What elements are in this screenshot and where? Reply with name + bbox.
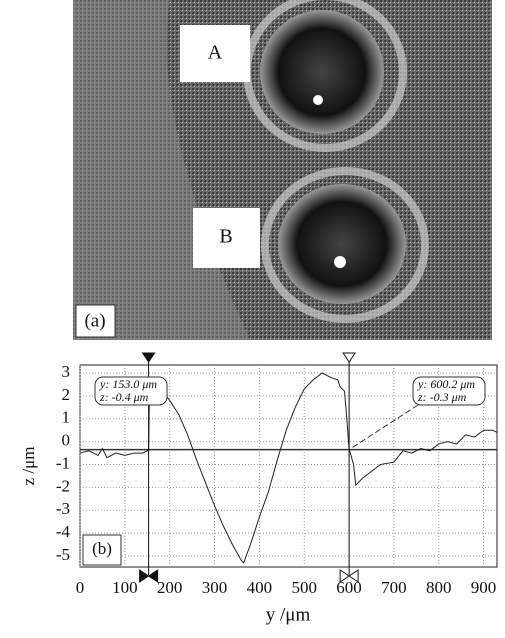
- y-tick-label: -5: [56, 545, 70, 564]
- x-tick-label: 800: [426, 578, 452, 597]
- cursor-marker: [342, 352, 357, 363]
- x-tick-label: 100: [112, 578, 138, 597]
- y-tick-label: 1: [62, 408, 71, 427]
- x-tick-label: 300: [202, 578, 228, 597]
- marker-label: B: [219, 226, 232, 248]
- y-axis-label: z /μm: [19, 447, 38, 486]
- x-tick-label: 400: [247, 578, 273, 597]
- cursor-marker: [339, 569, 359, 583]
- cursor-marker: [141, 352, 156, 363]
- annotation-box: [94, 376, 168, 406]
- annotation: y: 600.2 μm: [417, 377, 475, 391]
- panel-label: (b): [92, 539, 112, 558]
- x-tick-label: 600: [336, 578, 362, 597]
- x-tick-label: 200: [157, 578, 183, 597]
- marker-label: A: [208, 42, 223, 64]
- x-tick-label: 900: [471, 578, 497, 597]
- panel-label: (a): [84, 310, 105, 331]
- y-tick-label: -1: [56, 453, 70, 472]
- annotation: z: -0.4 μm: [99, 390, 149, 404]
- annotation-box: [412, 376, 486, 406]
- y-tick-label: -4: [56, 522, 71, 541]
- cursor-marker: [139, 569, 159, 583]
- leader: [348, 404, 419, 451]
- x-tick-label: 500: [291, 578, 317, 597]
- y-tick-label: -2: [56, 476, 70, 495]
- y-tick-label: 3: [62, 362, 71, 381]
- y-tick-label: -3: [56, 499, 70, 518]
- y-tick-label: 2: [62, 385, 71, 404]
- photo: A B (a): [73, 0, 492, 340]
- x-axis-label: y /μm: [266, 604, 311, 625]
- y-tick-label: 0: [62, 431, 71, 450]
- annotation: y: 153.0 μm: [99, 377, 157, 391]
- x-tick-label: 0: [76, 578, 85, 597]
- annotation: z: -0.3 μm: [417, 390, 467, 404]
- panel-box: [82, 534, 122, 566]
- x-tick-label: 700: [381, 578, 407, 597]
